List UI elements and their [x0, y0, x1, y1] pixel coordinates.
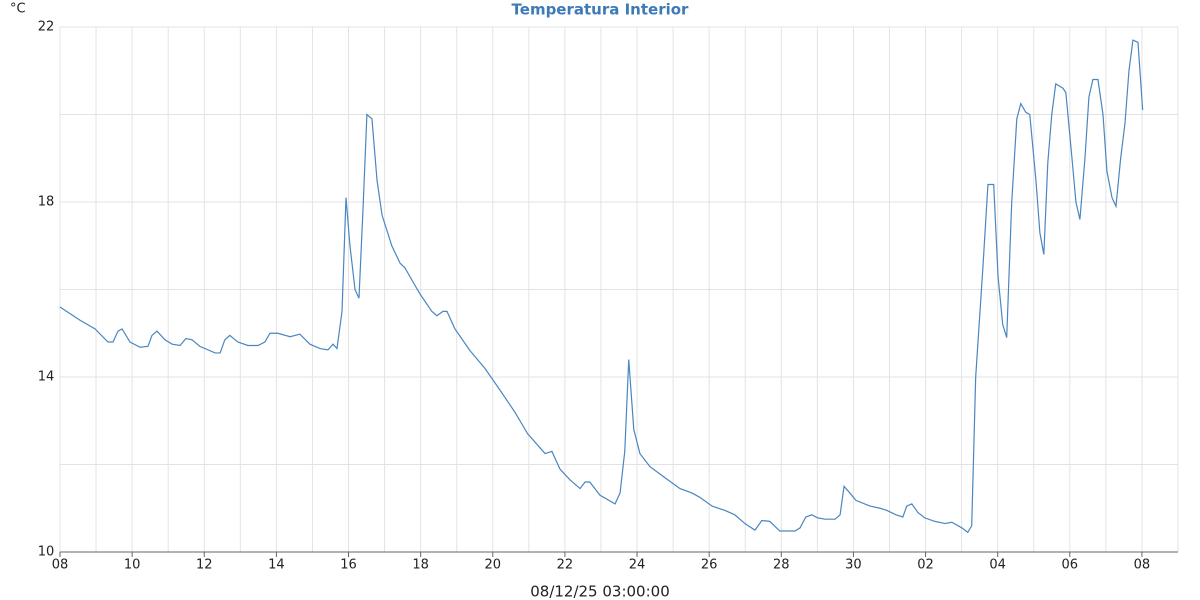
y-tick-label: 14 [38, 370, 55, 385]
x-tick-label: 12 [196, 558, 213, 573]
y-tick-label: 22 [38, 20, 55, 35]
series-line [59, 39, 1144, 534]
x-tick-label: 06 [1062, 558, 1079, 573]
y-tick-label: 10 [38, 545, 55, 560]
x-tick-label: 10 [124, 558, 141, 573]
x-tick-label: 16 [340, 558, 357, 573]
x-tick-label: 02 [917, 558, 934, 573]
x-tick-label: 24 [629, 558, 646, 573]
x-tick-label: 04 [989, 558, 1006, 573]
y-tick-label: 18 [38, 195, 55, 210]
x-tick-label: 26 [701, 558, 718, 573]
x-tick-label: 08 [1134, 558, 1151, 573]
x-tick-label: 28 [773, 558, 790, 573]
x-tick-label: 18 [412, 558, 429, 573]
x-tick-label: 14 [268, 558, 285, 573]
x-tick-label: 30 [845, 558, 862, 573]
x-tick-label: 22 [557, 558, 574, 573]
x-axis-label: 08/12/25 03:00:00 [530, 583, 670, 600]
x-tick-label: 08 [52, 558, 69, 573]
y-axis-label: °C [10, 2, 26, 17]
chart-title: Temperatura Interior [512, 1, 690, 19]
x-tick-label: 20 [485, 558, 502, 573]
